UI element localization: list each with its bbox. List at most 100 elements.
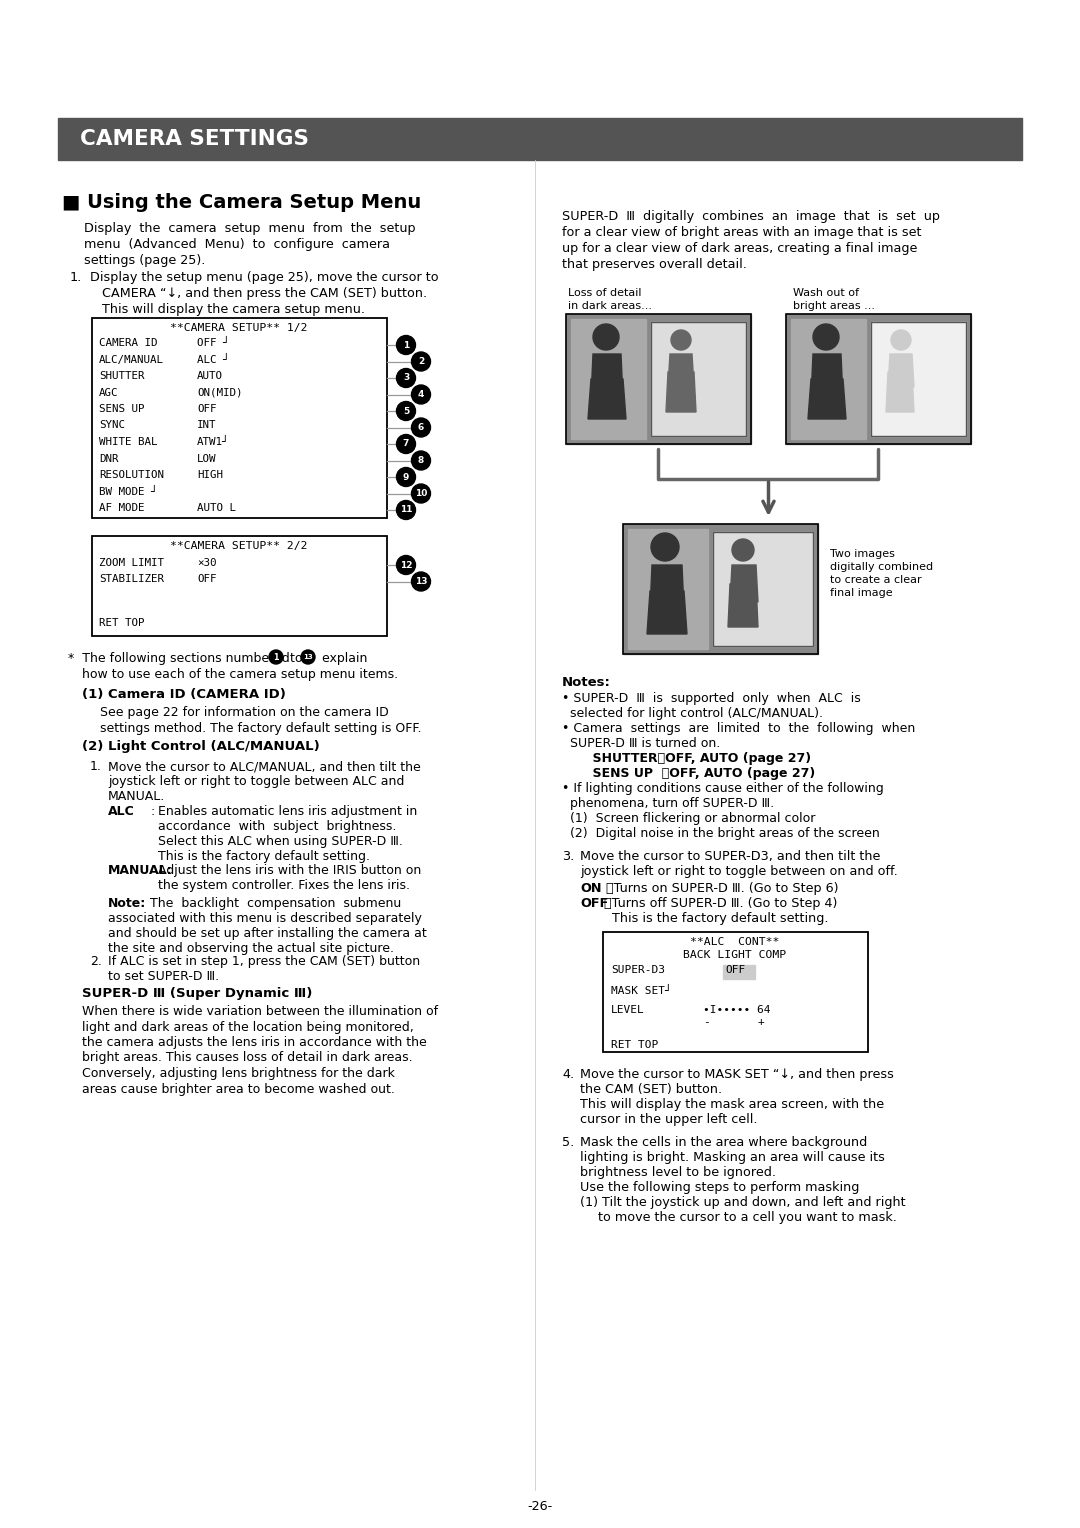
Text: final image: final image <box>831 588 893 597</box>
Text: SYNC: SYNC <box>99 420 125 431</box>
Polygon shape <box>666 371 696 413</box>
Text: Display  the  camera  setup  menu  from  the  setup: Display the camera setup menu from the s… <box>84 222 416 235</box>
Text: SUPER-D  Ⅲ  digitally  combines  an  image  that  is  set  up: SUPER-D Ⅲ digitally combines an image th… <box>562 209 940 223</box>
Text: (1)  Screen flickering or abnormal color: (1) Screen flickering or abnormal color <box>562 811 815 825</box>
Text: This is the factory default setting.: This is the factory default setting. <box>158 850 370 863</box>
Text: (2)  Digital noise in the bright areas of the screen: (2) Digital noise in the bright areas of… <box>562 827 880 840</box>
Bar <box>786 313 971 445</box>
Text: OFF: OFF <box>725 966 745 975</box>
Text: explain: explain <box>318 652 367 665</box>
Text: that preserves overall detail.: that preserves overall detail. <box>562 258 747 270</box>
Text: SENS UP  ：OFF, AUTO (page 27): SENS UP ：OFF, AUTO (page 27) <box>562 767 815 779</box>
Text: CAMERA “↓, and then press the CAM (SET) button.: CAMERA “↓, and then press the CAM (SET) … <box>102 287 427 299</box>
Text: up for a clear view of dark areas, creating a final image: up for a clear view of dark areas, creat… <box>562 241 917 255</box>
Text: the system controller. Fixes the lens iris.: the system controller. Fixes the lens ir… <box>158 879 410 892</box>
Text: AGC: AGC <box>99 388 119 397</box>
Polygon shape <box>730 565 758 602</box>
Text: WHITE BAL: WHITE BAL <box>99 437 158 448</box>
Text: MANUAL.: MANUAL. <box>108 790 165 804</box>
Circle shape <box>411 484 431 503</box>
Text: bright areas ...: bright areas ... <box>793 301 875 312</box>
Text: RESOLUTION: RESOLUTION <box>99 471 164 480</box>
Text: ATW1┘: ATW1┘ <box>197 437 229 448</box>
Bar <box>623 524 818 654</box>
Text: +: + <box>758 1018 765 1027</box>
Text: The  backlight  compensation  submenu: The backlight compensation submenu <box>150 897 402 911</box>
Text: Notes:: Notes: <box>562 675 611 689</box>
Text: :: : <box>150 805 154 817</box>
Text: **CAMERA SETUP** 1/2: **CAMERA SETUP** 1/2 <box>171 322 308 333</box>
Polygon shape <box>647 591 687 634</box>
Circle shape <box>396 402 416 420</box>
Circle shape <box>396 434 416 454</box>
Text: associated with this menu is described separately: associated with this menu is described s… <box>108 912 422 924</box>
Text: INT: INT <box>197 420 216 431</box>
Text: LEVEL: LEVEL <box>611 1005 645 1015</box>
Text: If ALC is set in step 1, press the CAM (SET) button: If ALC is set in step 1, press the CAM (… <box>108 955 420 969</box>
Text: ：Turns on SUPER-D Ⅲ. (Go to Step 6): ：Turns on SUPER-D Ⅲ. (Go to Step 6) <box>602 882 838 895</box>
Text: ■ Using the Camera Setup Menu: ■ Using the Camera Setup Menu <box>62 193 421 212</box>
Bar <box>713 532 813 646</box>
Text: 2.: 2. <box>90 955 102 969</box>
Text: 8: 8 <box>418 455 424 465</box>
Text: (1) Camera ID (CAMERA ID): (1) Camera ID (CAMERA ID) <box>82 688 286 701</box>
Text: Move the cursor to MASK SET “↓, and then press: Move the cursor to MASK SET “↓, and then… <box>580 1068 894 1080</box>
Text: 3.: 3. <box>562 850 575 863</box>
Text: ×30: ×30 <box>197 558 216 568</box>
Text: the CAM (SET) button.: the CAM (SET) button. <box>580 1083 723 1096</box>
Text: • SUPER-D  Ⅲ  is  supported  only  when  ALC  is: • SUPER-D Ⅲ is supported only when ALC i… <box>562 692 861 704</box>
Text: When there is wide variation between the illumination of: When there is wide variation between the… <box>82 1005 438 1018</box>
Bar <box>651 322 746 435</box>
Text: joystick left or right to toggle between on and off.: joystick left or right to toggle between… <box>580 865 897 879</box>
Text: 10: 10 <box>415 489 428 498</box>
Text: 3: 3 <box>403 373 409 382</box>
Text: menu  (Advanced  Menu)  to  configure  camera: menu (Advanced Menu) to configure camera <box>84 238 390 251</box>
Bar <box>566 313 751 445</box>
Text: 6: 6 <box>418 423 424 432</box>
Text: lighting is bright. Masking an area will cause its: lighting is bright. Masking an area will… <box>580 1151 885 1164</box>
FancyBboxPatch shape <box>603 932 868 1051</box>
Text: SUPER-D Ⅲ is turned on.: SUPER-D Ⅲ is turned on. <box>562 736 720 750</box>
Text: 1: 1 <box>403 341 409 350</box>
Circle shape <box>411 571 431 591</box>
Circle shape <box>269 649 283 665</box>
Text: Display the setup menu (page 25), move the cursor to: Display the setup menu (page 25), move t… <box>90 270 438 284</box>
Text: LOW: LOW <box>197 454 216 463</box>
Text: MANUAL:: MANUAL: <box>108 863 173 877</box>
Circle shape <box>411 351 431 371</box>
Text: to create a clear: to create a clear <box>831 575 921 585</box>
Text: 12: 12 <box>400 561 413 570</box>
Text: in dark areas...: in dark areas... <box>568 301 652 312</box>
Text: brightness level to be ignored.: brightness level to be ignored. <box>580 1166 777 1180</box>
Text: DNR: DNR <box>99 454 119 463</box>
Text: Enables automatic lens iris adjustment in: Enables automatic lens iris adjustment i… <box>158 805 417 817</box>
Text: STABILIZER: STABILIZER <box>99 575 164 585</box>
Text: Two images: Two images <box>831 549 895 559</box>
Text: Loss of detail: Loss of detail <box>568 287 642 298</box>
Bar <box>870 322 966 435</box>
Text: ALC: ALC <box>108 805 135 817</box>
Text: This will display the camera setup menu.: This will display the camera setup menu. <box>102 303 365 316</box>
Polygon shape <box>808 379 846 419</box>
Text: 2: 2 <box>418 358 424 367</box>
Text: 5: 5 <box>403 406 409 416</box>
Circle shape <box>396 468 416 486</box>
Polygon shape <box>650 565 684 611</box>
Text: 13: 13 <box>415 578 428 587</box>
Circle shape <box>396 556 416 575</box>
Bar <box>870 322 966 435</box>
Text: **CAMERA SETUP** 2/2: **CAMERA SETUP** 2/2 <box>171 541 308 552</box>
Circle shape <box>813 324 839 350</box>
Text: Wash out of: Wash out of <box>793 287 859 298</box>
Text: 1: 1 <box>273 652 279 662</box>
Bar <box>786 313 971 445</box>
Text: 1.: 1. <box>90 759 102 773</box>
Text: joystick left or right to toggle between ALC and: joystick left or right to toggle between… <box>108 775 404 788</box>
Polygon shape <box>669 354 694 387</box>
Polygon shape <box>811 354 843 399</box>
Text: SUPER-D Ⅲ (Super Dynamic Ⅲ): SUPER-D Ⅲ (Super Dynamic Ⅲ) <box>82 987 312 999</box>
Text: 11: 11 <box>400 506 413 515</box>
Text: for a clear view of bright areas with an image that is set: for a clear view of bright areas with an… <box>562 226 921 238</box>
Circle shape <box>396 501 416 520</box>
Text: AUTO: AUTO <box>197 371 222 380</box>
